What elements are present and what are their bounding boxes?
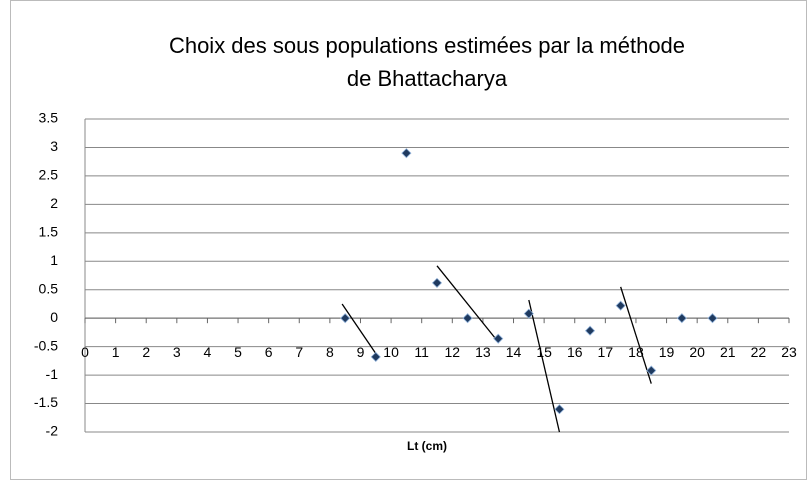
x-tick-label: 20 xyxy=(689,344,705,360)
x-tick-label: 15 xyxy=(536,344,552,360)
point xyxy=(707,313,718,324)
point xyxy=(676,313,687,324)
y-tick-label: 2 xyxy=(50,195,58,211)
x-tick-label: 23 xyxy=(781,344,797,360)
trend-line xyxy=(620,286,652,384)
x-tick-label: 6 xyxy=(265,344,273,360)
trend-line xyxy=(341,303,380,359)
point xyxy=(462,313,473,324)
y-tick-label: 2.5 xyxy=(39,167,59,183)
x-tick-label: 13 xyxy=(475,344,491,360)
x-tick-label: 17 xyxy=(598,344,614,360)
x-tick-label: 19 xyxy=(659,344,675,360)
x-tick-label: 22 xyxy=(751,344,767,360)
y-tick-label: -0.5 xyxy=(34,337,58,353)
y-tick-label: 0 xyxy=(50,309,58,325)
trend-line xyxy=(436,265,496,339)
x-tick-label: 7 xyxy=(295,344,303,360)
point xyxy=(493,333,504,344)
x-tick-label: 21 xyxy=(720,344,736,360)
y-tick-label: 0.5 xyxy=(39,280,59,296)
x-tick-label: 9 xyxy=(357,344,365,360)
point xyxy=(340,313,351,324)
point xyxy=(615,300,626,311)
x-tick-label: 10 xyxy=(383,344,399,360)
point xyxy=(370,351,381,362)
x-tick-label: 5 xyxy=(234,344,242,360)
y-tick-label: -1.5 xyxy=(34,394,58,410)
point xyxy=(523,308,534,319)
y-tick-label: 3.5 xyxy=(39,110,59,126)
point xyxy=(646,365,657,376)
y-tick-label: -2 xyxy=(46,423,59,439)
point xyxy=(401,148,412,159)
x-tick-label: 16 xyxy=(567,344,583,360)
x-tick-label: 12 xyxy=(445,344,461,360)
x-tick-label: 8 xyxy=(326,344,334,360)
y-tick-label: 1.5 xyxy=(39,224,59,240)
x-tick-label: 3 xyxy=(173,344,181,360)
x-tick-label: 4 xyxy=(204,344,212,360)
chart-title: Choix des sous populations estimées par … xyxy=(169,33,685,58)
x-tick-label: 11 xyxy=(414,344,429,360)
x-tick-label: 0 xyxy=(81,344,89,360)
chart-title: de Bhattacharya xyxy=(347,66,508,91)
x-tick-label: 1 xyxy=(112,344,120,360)
x-tick-label: 2 xyxy=(142,344,150,360)
y-tick-label: 3 xyxy=(50,138,58,154)
x-tick-label: 14 xyxy=(506,344,522,360)
chart-border xyxy=(10,0,807,480)
y-tick-label: 1 xyxy=(50,252,58,268)
trend-line xyxy=(528,299,561,433)
y-tick-label: -1 xyxy=(46,366,59,382)
point xyxy=(431,277,443,288)
x-axis-title: Lt (cm) xyxy=(407,439,447,453)
point xyxy=(584,325,596,336)
point xyxy=(554,404,565,415)
